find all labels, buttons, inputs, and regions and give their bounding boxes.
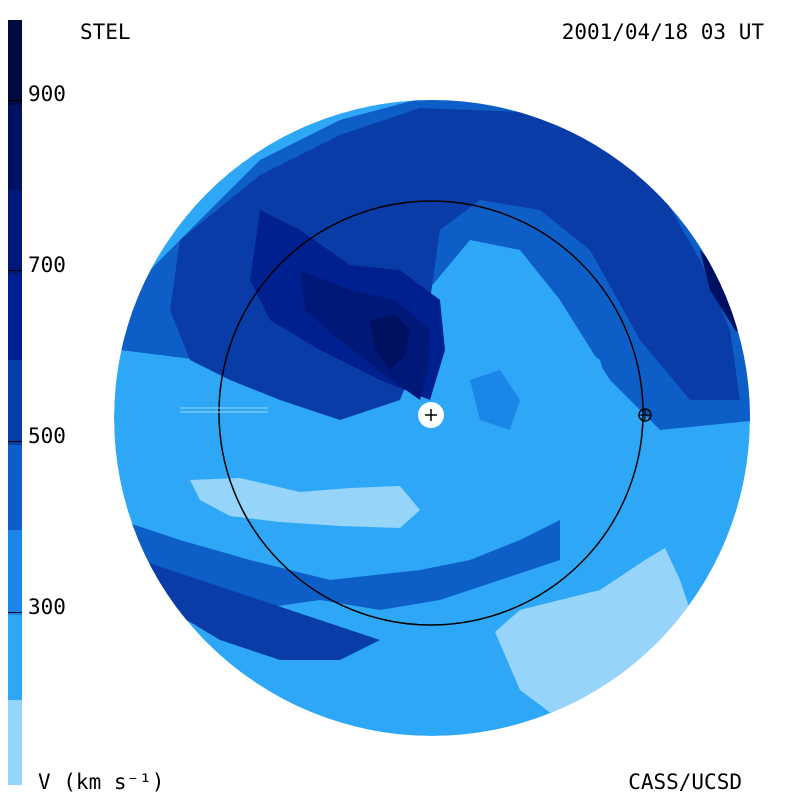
contour-inner-swirl <box>450 320 620 520</box>
colorbar-tick-900 <box>8 100 22 101</box>
contour-band-500-lower-left <box>140 560 380 660</box>
datetime-label: 2001/04/18 03 UT <box>561 20 764 44</box>
colorbar-segment-600 <box>8 275 22 360</box>
quantity-label: V (km s⁻¹) <box>38 770 165 794</box>
colorbar-segment-900 <box>8 20 22 105</box>
sun-plus-icon <box>418 402 444 428</box>
colorbar-tick-700 <box>8 270 22 271</box>
colorbar-tick-500 <box>8 441 22 442</box>
contour-light-left <box>190 478 420 528</box>
colorbar-segment-200 <box>8 615 22 700</box>
colorbar-segment-500 <box>8 360 22 445</box>
contour-band-700 <box>300 270 430 400</box>
colorbar-label-500: 500 <box>28 424 66 448</box>
colorbar-segment-400 <box>8 445 22 530</box>
velocity-colorbar <box>8 20 22 785</box>
colorbar-label-700: 700 <box>28 253 66 277</box>
earth-orbit-circle <box>218 200 644 626</box>
earth-circle-plus-icon <box>638 408 652 422</box>
colorbar-tick-300 <box>8 612 22 613</box>
observatory-label: STEL <box>80 20 131 44</box>
colorbar-segment-700 <box>8 190 22 275</box>
colorbar-segment-300 <box>8 530 22 615</box>
data-gap-artifact <box>180 407 268 413</box>
colorbar-segment-800 <box>8 105 22 190</box>
colorbar-segment-100 <box>8 700 22 785</box>
colorbar-label-300: 300 <box>28 595 66 619</box>
colorbar-label-900: 900 <box>28 82 66 106</box>
institution-label: CASS/UCSD <box>628 770 742 794</box>
contour-inner-swirl-core <box>470 370 520 430</box>
contour-band-800 <box>370 315 410 370</box>
contour-band-400-lower <box>120 520 560 610</box>
